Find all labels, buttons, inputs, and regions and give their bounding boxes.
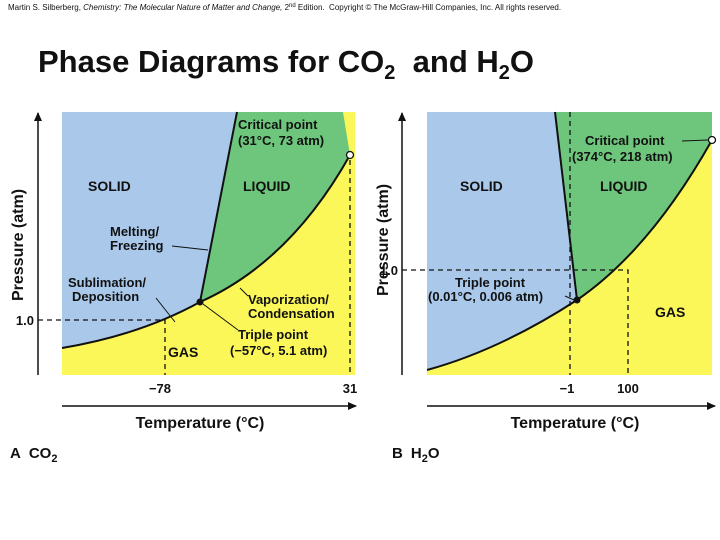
annotation: Condensation xyxy=(248,306,335,321)
text-part: O xyxy=(510,44,534,79)
melting-curve xyxy=(554,111,578,301)
title: Phase Diagrams for CO2 and H2O xyxy=(38,44,534,84)
triple-point xyxy=(573,296,581,304)
vaporization-curve xyxy=(576,139,713,301)
y-axis-title: Pressure (atm) xyxy=(10,189,27,301)
text-part: Chemistry: The Molecular Nature of Matte… xyxy=(83,3,282,12)
vaporization-curve xyxy=(199,154,351,303)
melting-curve xyxy=(199,111,238,303)
panel-label: A CO2 xyxy=(10,445,57,465)
leader-line xyxy=(564,295,575,301)
critical-point xyxy=(345,150,355,160)
triple-point xyxy=(196,298,204,306)
annotation: Freezing xyxy=(110,238,164,253)
leader-line xyxy=(155,297,176,323)
x-axis-title: Temperature (°C) xyxy=(136,415,265,432)
critical-point xyxy=(707,135,717,145)
solid-region xyxy=(62,112,237,348)
text-part: H xyxy=(411,445,422,462)
annotation: (−57°C, 5.1 atm) xyxy=(230,343,327,358)
region-label: GAS xyxy=(655,304,685,320)
leader-line xyxy=(681,139,709,142)
annotation: Vaporization/ xyxy=(248,292,329,307)
annotation: Sublimation/ xyxy=(68,275,146,290)
leader-line xyxy=(171,245,209,251)
text-part: A xyxy=(10,445,21,462)
h2o-diagram: Pressure (atm) Temperature (°C) 1.0 −1 1… xyxy=(375,111,717,465)
panel-label: B H2O xyxy=(392,445,440,465)
text-part: 2 xyxy=(499,62,510,84)
annotation: Melting/ xyxy=(110,224,159,239)
text-part: 2 xyxy=(282,3,289,12)
x-tick-label: −1 xyxy=(560,381,575,396)
y-tick-label: 1.0 xyxy=(380,263,398,278)
x-tick-label: 31 xyxy=(343,381,357,396)
region-label: SOLID xyxy=(88,178,131,194)
liquid-region xyxy=(200,112,350,302)
region-label: SOLID xyxy=(460,178,503,194)
text-part: CO xyxy=(29,445,52,462)
region-label: LIQUID xyxy=(600,178,647,194)
leader-line xyxy=(202,303,239,331)
text-part: Martin S. Silberberg, xyxy=(8,3,83,12)
annotation: Critical point xyxy=(238,117,318,132)
sublimation-curve xyxy=(61,301,201,349)
text-part: and H xyxy=(395,44,498,79)
annotation: Critical point xyxy=(585,133,665,148)
x-tick-label: −78 xyxy=(149,381,171,396)
annotation: (374°C, 218 atm) xyxy=(572,149,673,164)
credit: Martin S. Silberberg, Chemistry: The Mol… xyxy=(8,3,561,12)
annotation: Deposition xyxy=(72,289,139,304)
text-part: 2 xyxy=(422,453,428,465)
y-axis-title: Pressure (atm) xyxy=(375,184,392,296)
y-tick-label: 1.0 xyxy=(16,313,34,328)
sublimation-curve xyxy=(426,299,578,371)
text-part: nd xyxy=(289,3,296,9)
one-atm-line xyxy=(402,269,629,375)
annotation: Triple point xyxy=(238,327,309,342)
x-tick-label: 100 xyxy=(617,381,639,396)
text-part: B xyxy=(392,445,403,462)
annotation: (31°C, 73 atm) xyxy=(238,133,324,148)
liquid-region xyxy=(555,112,712,300)
solid-region xyxy=(427,112,577,370)
x-axis-title: Temperature (°C) xyxy=(511,415,640,432)
annotation: (0.01°C, 0.006 atm) xyxy=(428,289,543,304)
text-part: Phase Diagrams for CO xyxy=(38,44,384,79)
region-label: GAS xyxy=(168,344,198,360)
text-part: 2 xyxy=(384,62,395,84)
text-part: O xyxy=(428,445,440,462)
annotation: Triple point xyxy=(455,275,526,290)
leader-line xyxy=(239,287,249,297)
text-part: 2 xyxy=(51,453,57,465)
co2-diagram: Pressure (atm) Temperature (°C) 1.0 −78 … xyxy=(10,111,357,465)
one-atm-line xyxy=(38,319,166,375)
text-part: Edition. Copyright © The McGraw-Hill Com… xyxy=(296,3,561,12)
region-label: LIQUID xyxy=(243,178,290,194)
